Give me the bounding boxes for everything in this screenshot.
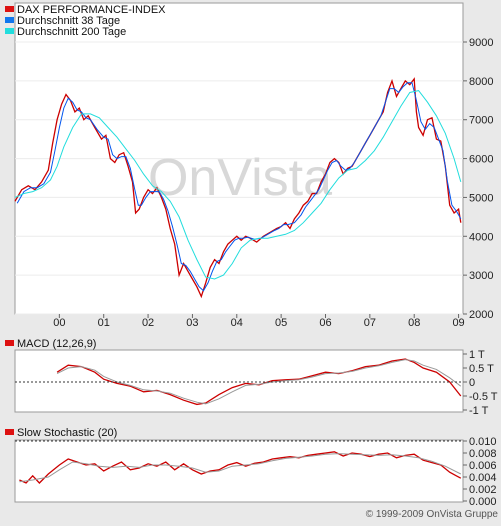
y-tick-label: 0.008: [469, 448, 497, 460]
y-tick-label: 0.002: [469, 484, 497, 496]
x-tick-label: 03: [186, 317, 198, 329]
y-tick-label: 0.010: [469, 436, 497, 448]
stochastic-legend: Slow Stochastic (20): [5, 427, 117, 439]
legend-swatch: [5, 17, 14, 23]
y-tick-label: 0.000: [469, 496, 497, 508]
main-series-group: [14, 77, 462, 299]
x-tick-label: 02: [142, 317, 154, 329]
x-tick-label: 09: [452, 317, 464, 329]
y-tick-label: 5000: [469, 192, 493, 204]
stochastic-series-group: [15, 440, 463, 484]
y-tick-label: 0: [469, 377, 475, 389]
legend-label: DAX PERFORMANCE-INDEX: [17, 4, 166, 16]
y-tick-label: -0.5 T: [469, 391, 498, 403]
series-line-durchschnitt-38-tage: [16, 82, 462, 292]
y-tick-label: -1 T: [469, 405, 489, 417]
y-tick-label: 6000: [469, 154, 493, 166]
macd-series-group: [15, 358, 463, 406]
series-line--d: [19, 453, 462, 483]
series-line-signal: [56, 359, 462, 405]
x-tick-label: 06: [319, 317, 331, 329]
macd-panel-background: [14, 349, 464, 413]
y-tick-label: 0.006: [469, 460, 497, 472]
x-tick-label: 05: [275, 317, 287, 329]
y-tick-label: 1 T: [469, 349, 485, 361]
legend-swatch: [5, 6, 14, 12]
watermark: OnVista: [148, 149, 332, 207]
legend-label: MACD (12,26,9): [17, 338, 96, 350]
legend-swatch: [5, 28, 14, 34]
x-tick-label: 01: [98, 317, 110, 329]
legend-label: Durchschnitt 200 Tage: [17, 26, 126, 38]
legend-label: Slow Stochastic (20): [17, 427, 117, 439]
macd-legend: MACD (12,26,9): [5, 338, 96, 350]
legend-label: Durchschnitt 38 Tage: [17, 15, 120, 27]
copyright-text: © 1999-2009 OnVista Gruppe: [366, 509, 499, 520]
legend-swatch: [5, 340, 14, 346]
macd-y-axis: 1 T 0.5 T 0 -0.5 T -1 T: [463, 349, 498, 417]
main-x-axis: 00 01 02 03 04 05 06 07 08 09: [53, 314, 465, 329]
stochastic-panel-background: [14, 439, 464, 503]
series-line-macd: [56, 358, 462, 406]
y-tick-label: 2000: [469, 309, 493, 321]
main-y-axis: 2000 3000 4000 5000 6000 7000 8000 9000: [463, 37, 493, 321]
y-tick-label: 7000: [469, 115, 493, 127]
x-tick-label: 00: [53, 317, 65, 329]
y-tick-label: 0.5 T: [469, 363, 494, 375]
y-tick-label: 8000: [469, 76, 493, 88]
legend-swatch: [5, 429, 14, 435]
main-grid: [15, 41, 463, 315]
y-tick-label: 9000: [469, 37, 493, 49]
series-line-durchschnitt-200-tage: [14, 90, 462, 280]
x-tick-label: 07: [364, 317, 376, 329]
y-tick-label: 0.004: [469, 472, 497, 484]
x-tick-label: 04: [231, 317, 243, 329]
y-tick-label: 3000: [469, 270, 493, 282]
y-tick-label: 4000: [469, 231, 493, 243]
x-tick-label: 08: [408, 317, 420, 329]
